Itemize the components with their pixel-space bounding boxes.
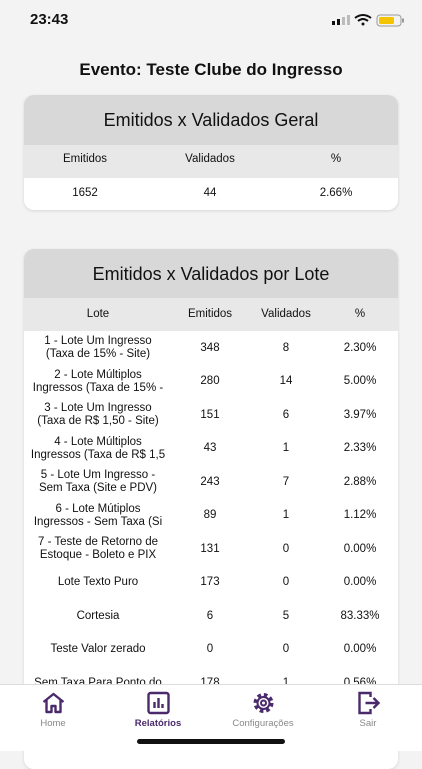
- table-cell: 1: [282, 442, 290, 454]
- table-cell: 1: [282, 676, 290, 689]
- page-title: Evento: Teste Clube do Ingresso: [79, 60, 343, 79]
- table-cell: 243: [200, 475, 220, 488]
- table-cell: 83.33%: [340, 609, 380, 622]
- table-cell: 3.97%: [343, 408, 377, 421]
- table-cell: 2.30%: [343, 341, 377, 354]
- table-cell: 1652: [72, 187, 98, 199]
- lot-name: 5 - Lote Um Ingresso -: [40, 469, 156, 481]
- tab-label: Configurações: [232, 718, 294, 729]
- lot-card: Emitidos x Validados por Lote Lote Emitid…: [24, 249, 398, 769]
- lot-name: Teste Valor zerado: [50, 643, 146, 655]
- table-cell: 0: [282, 542, 290, 555]
- status-time: 23:43: [30, 11, 69, 28]
- table-cell: 89: [203, 509, 217, 521]
- lot-name: Ingressos (Taxa de R$ 1,5: [30, 448, 166, 461]
- reports-icon: [146, 691, 170, 715]
- table-cell: 0: [282, 643, 290, 655]
- tab-label: Sair: [359, 718, 377, 729]
- general-card: Emitidos x Validados Geral Emitidos Valid…: [24, 95, 398, 210]
- tab-reports[interactable]: Relatórios: [106, 685, 211, 729]
- status-icons: [332, 14, 404, 27]
- column-label: Validados: [261, 308, 311, 320]
- table-cell: 5.00%: [343, 375, 377, 387]
- lot-name: 4 - Lote Múltiplos: [54, 435, 142, 448]
- table-cell: 6: [282, 408, 290, 421]
- column-label: %: [354, 308, 366, 320]
- lot-name: 6 - Lote Mútiplos: [55, 502, 141, 515]
- lot-name: Estoque - Boleto e PIX: [39, 549, 157, 561]
- lot-name: Sem Taxa (Site e PDV): [38, 482, 158, 494]
- home-indicator: [137, 739, 285, 744]
- table-cell: 43: [203, 442, 217, 454]
- table-cell: 2.66%: [319, 187, 353, 199]
- table-cell: 1.12%: [343, 509, 377, 521]
- lot-name: Cortesia: [76, 609, 120, 622]
- table-cell: 131: [200, 542, 220, 555]
- table-cell: 1: [282, 509, 290, 521]
- table-cell: 8: [282, 341, 290, 354]
- tab-logout[interactable]: Sair: [316, 685, 421, 729]
- table-cell: 0: [282, 576, 290, 588]
- settings-icon: [253, 693, 273, 713]
- tab-home[interactable]: Home: [1, 685, 106, 729]
- table-cell: 0.00%: [343, 542, 377, 555]
- table-cell: 7: [282, 475, 290, 488]
- column-header: [24, 145, 398, 178]
- home-icon: [42, 692, 64, 714]
- lot-name: (Taxa de 15% - Site): [45, 348, 151, 360]
- column-header: [24, 298, 398, 331]
- lot-name: Ingressos (Taxa de 15% -: [32, 381, 164, 394]
- table-cell: 280: [200, 375, 220, 387]
- lot-name: 7 - Teste de Retorno de: [38, 536, 158, 548]
- tab-label: Relatórios: [134, 718, 182, 729]
- table-cell: 348: [200, 341, 220, 354]
- column-label: Lote: [86, 308, 110, 320]
- table-cell: 6: [206, 609, 214, 622]
- lot-name: 1 - Lote Um Ingresso: [44, 335, 152, 347]
- card-title: Emitidos x Validados Geral: [24, 95, 398, 145]
- table-cell: 44: [203, 187, 217, 199]
- column-label: %: [330, 153, 342, 165]
- table-cell: 2.88%: [343, 475, 377, 488]
- table-cell: 173: [200, 576, 220, 588]
- column-label: Emitidos: [187, 308, 233, 320]
- table-cell: 2.33%: [343, 442, 377, 454]
- column-label: Emitidos: [62, 153, 108, 165]
- card-title: Emitidos x Validados por Lote: [24, 249, 398, 299]
- tab-label: Home: [40, 718, 66, 729]
- tab-settings[interactable]: Configurações: [211, 685, 316, 729]
- table-cell: 5: [282, 609, 290, 622]
- lot-name: 3 - Lote Um Ingresso: [44, 402, 152, 414]
- table-cell: 0.00%: [343, 576, 377, 588]
- lot-name: 2 - Lote Múltiplos: [54, 368, 142, 381]
- table-cell: 14: [279, 375, 293, 387]
- lot-name: Ingressos - Sem Taxa (Si: [33, 515, 163, 528]
- column-label: Validados: [185, 153, 235, 165]
- table-cell: 0.00%: [343, 643, 377, 655]
- lot-name: Lote Texto Puro: [57, 576, 139, 588]
- lot-name: (Taxa de R$ 1,50 - Site): [37, 415, 159, 427]
- logout-icon: [357, 691, 380, 715]
- screen: 23:43 Evento: Teste Clube do Ingresso Em…: [0, 11, 422, 769]
- table-cell: 0: [206, 643, 214, 655]
- table-cell: 151: [200, 408, 220, 421]
